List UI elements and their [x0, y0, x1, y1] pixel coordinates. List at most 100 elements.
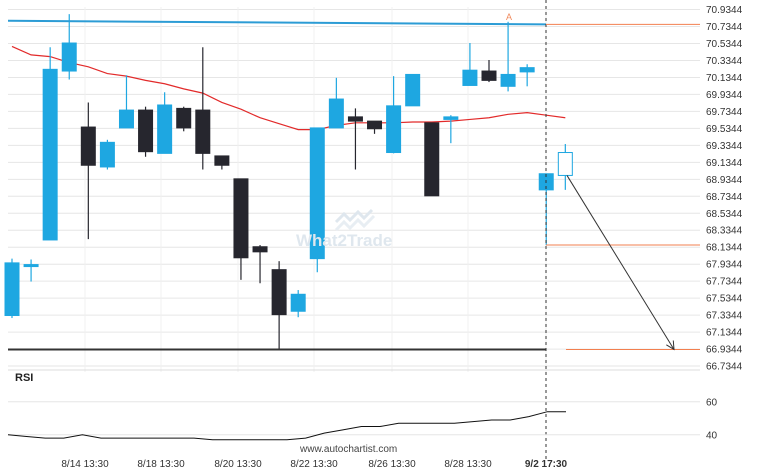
price-tick-label: 70.5344: [706, 39, 743, 50]
candle-body: [443, 116, 459, 120]
candle-body: [176, 107, 192, 129]
candle: [443, 115, 459, 144]
candle: [309, 127, 325, 273]
time-tick-label: 8/20 13:30: [214, 459, 262, 470]
candle: [157, 92, 173, 154]
pattern-lines: [7, 0, 700, 460]
price-tick-label: 67.7344: [706, 277, 743, 288]
candles: [4, 14, 573, 350]
candle-body: [138, 109, 154, 153]
candle-body: [462, 69, 478, 86]
price-tick-label: 69.7344: [706, 107, 743, 118]
candle: [347, 108, 363, 170]
candle-body: [386, 105, 402, 154]
candle-body: [233, 178, 249, 259]
candle-body: [252, 246, 268, 253]
candle: [405, 73, 421, 107]
candle-body: [290, 293, 306, 312]
candle: [481, 60, 497, 83]
candle-body: [4, 262, 20, 317]
price-tick-label: 69.5344: [706, 124, 743, 135]
candle-body: [347, 116, 363, 122]
candle: [61, 14, 77, 80]
price-tick-label: 68.9344: [706, 175, 743, 186]
candle: [290, 290, 306, 318]
candle: [23, 259, 39, 282]
candle: [195, 47, 211, 170]
moving-average: [11, 45, 566, 131]
price-tick-label: 69.3344: [706, 141, 743, 152]
candle: [42, 47, 58, 241]
candle: [214, 155, 230, 170]
watermark-text: What2Trade: [296, 231, 392, 250]
candle: [271, 261, 287, 350]
candle-body: [500, 73, 516, 87]
moving-average-line: [11, 45, 566, 131]
candle: [462, 43, 478, 86]
price-tick-label: 70.9344: [706, 5, 743, 16]
rsi-line: [7, 411, 566, 441]
time-tick-label: 8/28 13:30: [444, 459, 492, 470]
price-tick-label: 70.1344: [706, 73, 743, 84]
candle: [500, 21, 516, 92]
candle: [386, 76, 402, 154]
candle-body: [367, 120, 383, 130]
candle: [138, 106, 154, 157]
candle-body: [405, 73, 421, 107]
price-tick-label: 68.5344: [706, 209, 743, 220]
price-tick-label: 68.1344: [706, 243, 743, 254]
price-tick-label: 70.7344: [706, 22, 743, 33]
candle: [252, 245, 268, 284]
candle-body: [271, 269, 287, 316]
candle-body: [157, 104, 173, 154]
price-tick-label: 66.7344: [706, 362, 743, 373]
pattern-label: A: [506, 12, 512, 22]
time-tick-label: 8/26 13:30: [368, 459, 416, 470]
forecast-arrow-head-icon: [666, 340, 675, 351]
time-tick-label: 9/2 17:30: [525, 459, 568, 470]
candle-body: [424, 122, 440, 197]
candle: [4, 258, 20, 319]
price-tick-label: 69.1344: [706, 158, 743, 169]
watermark-logo-icon: [334, 208, 376, 232]
rsi-tick-label: 60: [706, 397, 718, 408]
time-tick-label: 8/14 13:30: [61, 459, 109, 470]
price-tick-label: 68.7344: [706, 192, 743, 203]
candle-body: [328, 98, 344, 129]
candle: [328, 77, 344, 129]
candle: [80, 102, 96, 240]
price-axis: 70.9344 70.7344 70.5344 70.3344 70.1344 69.93…: [706, 5, 743, 373]
forecast-arrow-line: [566, 175, 675, 350]
price-tick-label: 67.9344: [706, 260, 743, 271]
candle-body: [481, 70, 497, 81]
resistance-line: [7, 19, 547, 26]
source-text: www.autochartist.com: [299, 444, 397, 455]
candle-body: [23, 264, 39, 268]
candle: [424, 122, 440, 197]
time-tick-label: 8/18 13:30: [137, 459, 185, 470]
candle-body: [214, 155, 230, 166]
candle-body: [42, 68, 58, 241]
candle-body: [99, 141, 115, 168]
price-tick-label: 67.3344: [706, 311, 743, 322]
candle: [118, 75, 134, 129]
price-tick-label: 66.9344: [706, 345, 743, 356]
rsi-panel: 60 40: [7, 369, 718, 441]
grid: [8, 7, 700, 372]
candle-body: [519, 67, 535, 73]
rsi-tick-label: 40: [706, 430, 718, 441]
price-tick-label: 67.1344: [706, 328, 743, 339]
price-tick-label: 68.3344: [706, 226, 743, 237]
candle-body: [80, 126, 96, 166]
candle: [519, 64, 535, 87]
candle: [176, 106, 192, 132]
candle-body: [61, 42, 77, 72]
rsi-label: RSI: [15, 372, 33, 384]
candle-body: [557, 152, 573, 176]
candle-body: [309, 127, 325, 260]
price-tick-label: 69.9344: [706, 90, 743, 101]
candle: [99, 139, 115, 170]
candle-body: [118, 109, 134, 129]
time-tick-label: 8/22 13:30: [290, 459, 338, 470]
